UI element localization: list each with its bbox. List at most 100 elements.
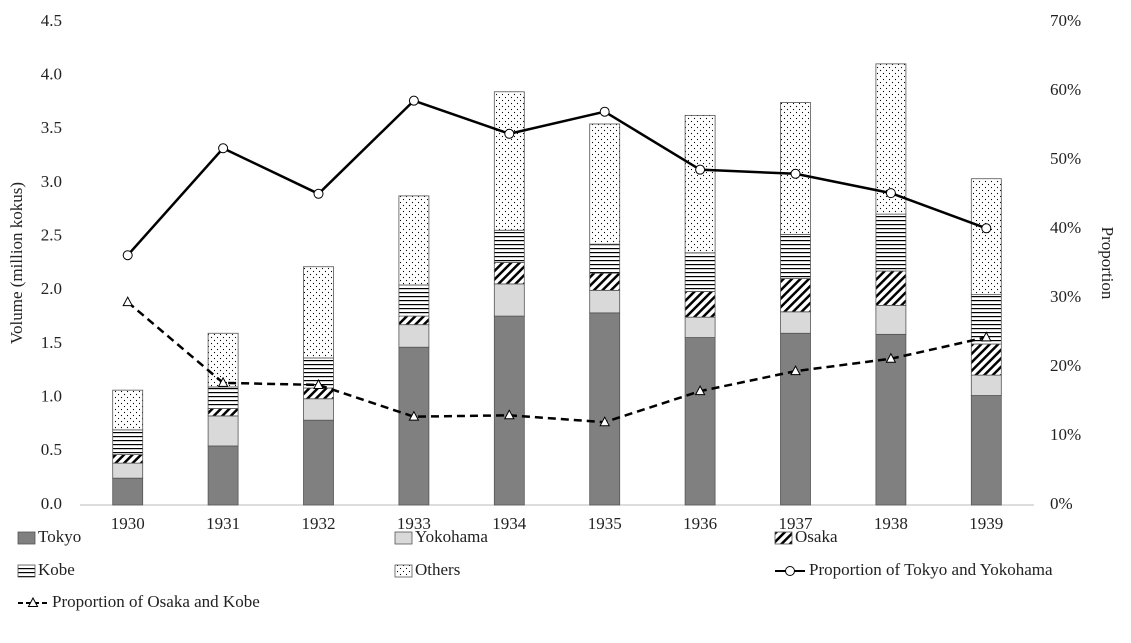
x-tick-label: 1933: [397, 514, 431, 533]
legend-label: Kobe: [38, 560, 75, 579]
y2-tick-label: 40%: [1050, 218, 1081, 237]
line-marker: [313, 188, 324, 199]
line-marker: [599, 106, 610, 117]
y-tick-label: 0.5: [41, 440, 62, 459]
legend-swatch: [17, 531, 36, 545]
bar-segment: [589, 289, 621, 314]
x-tick-label: 1936: [683, 514, 717, 533]
y-tick-label: 1.5: [41, 333, 62, 352]
bar-segment: [112, 462, 144, 479]
bar-segment: [398, 315, 430, 326]
bar-segment: [303, 266, 334, 359]
bar-segment: [589, 243, 621, 274]
bar-segment: [970, 178, 1002, 296]
bar-segment: [398, 195, 430, 286]
y-tick-label: 1.0: [41, 387, 62, 406]
bar-segment: [589, 272, 621, 291]
x-tick-label: 1934: [492, 514, 527, 533]
legend-label: Yokohama: [415, 527, 488, 546]
y2-tick-label: 50%: [1050, 149, 1081, 168]
bar-segment: [970, 374, 1002, 396]
bar-segment: [875, 213, 907, 272]
y2-tick-label: 20%: [1050, 356, 1081, 375]
bar-segment: [589, 312, 621, 506]
line-marker: [790, 168, 801, 179]
bar-segment: [970, 343, 1002, 376]
legend-swatch: [17, 564, 36, 578]
y2-tick-label: 30%: [1050, 287, 1081, 306]
x-tick-label: 1939: [969, 514, 1003, 533]
bar-segment: [875, 333, 907, 506]
y-tick-label: 3.5: [41, 118, 62, 137]
x-tick-label: 1931: [206, 514, 240, 533]
bar-segment: [112, 454, 144, 464]
bar-segment: [398, 346, 430, 506]
bar-segment: [493, 91, 525, 231]
bar-segment: [589, 123, 621, 245]
bar-segment: [207, 407, 239, 417]
bar-segment: [684, 337, 716, 506]
bar-segment: [780, 332, 811, 506]
y-tick-label: 2.5: [41, 226, 62, 245]
line-marker: [408, 95, 419, 106]
line-marker: [790, 365, 801, 376]
line-marker: [885, 188, 896, 199]
x-tick-label: 1938: [874, 514, 908, 533]
legend-label: Others: [415, 560, 460, 579]
y-tick-label: 4.0: [41, 65, 62, 84]
y-tick-label: 2.0: [41, 279, 62, 298]
y-tick-label: 0.0: [41, 494, 62, 513]
line-marker: [122, 296, 134, 307]
bar-segment: [970, 395, 1002, 506]
bar-segment: [875, 304, 907, 335]
legend-swatch: [774, 531, 793, 545]
bar-segment: [493, 262, 525, 285]
y-axis-title: Volume (million kokus): [7, 182, 26, 344]
y2-axis-title: Proportion: [1098, 227, 1117, 300]
line-marker: [980, 331, 992, 342]
line-marker: [217, 376, 229, 387]
y2-tick-label: 0%: [1050, 494, 1073, 513]
legend-label: Proportion of Tokyo and Yokohama: [809, 560, 1053, 579]
line: [126, 301, 987, 424]
line-marker: [503, 409, 515, 420]
bar-segment: [970, 294, 1002, 345]
line: [126, 99, 987, 257]
x-tick-label: 1930: [111, 514, 145, 533]
bar-segment: [780, 278, 811, 313]
x-tick-label: 1935: [588, 514, 622, 533]
x-tick-label: 1937: [779, 514, 814, 533]
y2-tick-label: 70%: [1050, 11, 1081, 30]
line-marker: [599, 416, 611, 427]
line-marker: [504, 128, 515, 139]
bar-segment: [207, 445, 239, 506]
bar-segment: [780, 102, 811, 235]
bar-segment: [112, 429, 144, 455]
bar-segment: [112, 389, 144, 431]
bar-segment: [684, 291, 716, 318]
bar-segment: [684, 316, 716, 338]
x-tick-label: 1932: [302, 514, 336, 533]
y2-tick-label: 60%: [1050, 80, 1081, 99]
bar-segment: [875, 270, 907, 306]
legend-label: Tokyo: [38, 527, 81, 546]
line-marker: [695, 164, 706, 175]
bar-segment: [207, 386, 239, 409]
line-marker: [408, 410, 420, 421]
legend-marker: [785, 566, 795, 576]
line-marker: [981, 223, 992, 234]
legend-label: Proportion of Osaka and Kobe: [52, 592, 260, 611]
bar-segment: [780, 311, 811, 334]
bar-segment: [493, 229, 525, 263]
bar-segment: [493, 283, 525, 317]
bar-segment: [780, 234, 811, 279]
line-marker: [885, 352, 897, 363]
bar-segment: [684, 252, 716, 292]
bar-segment: [684, 114, 716, 254]
legend-swatch: [394, 564, 413, 578]
bar-segment: [303, 387, 334, 400]
bar-segment: [398, 284, 430, 317]
bar-segment: [303, 419, 334, 506]
bar-segment: [398, 324, 430, 348]
